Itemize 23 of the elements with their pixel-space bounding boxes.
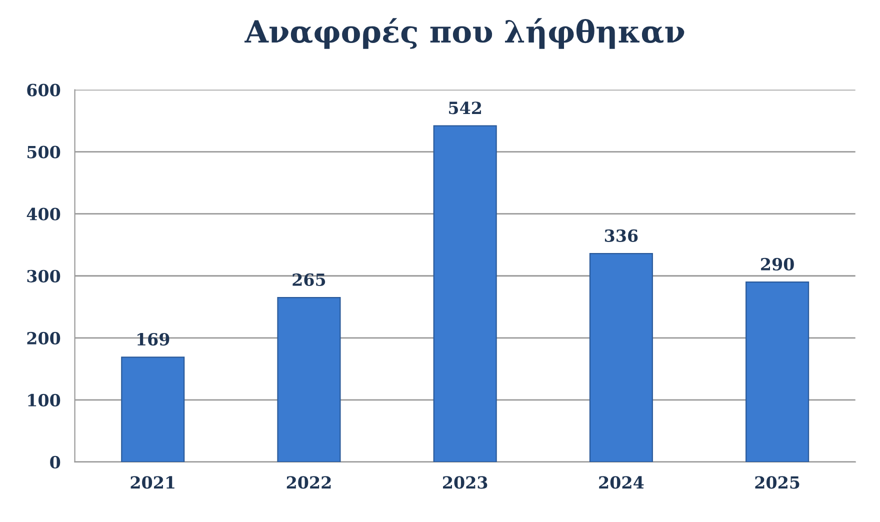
bar [589, 252, 653, 462]
y-tick-label: 600 [27, 84, 60, 96]
x-tick-label: 2021 [130, 476, 174, 489]
y-tick-label: 300 [27, 270, 60, 282]
y-tick-label: 0 [50, 456, 60, 469]
data-label: 265 [292, 273, 326, 286]
y-tick-label: 200 [27, 332, 60, 344]
x-tick-label: 2023 [443, 476, 488, 489]
bar [746, 282, 810, 462]
x-tick-label: 2022 [286, 476, 331, 489]
y-tick-label: 500 [27, 146, 60, 158]
chart-title: Αναφορές που λήφθηκαν [244, 18, 684, 49]
data-label: 290 [761, 258, 794, 271]
bar [121, 356, 185, 462]
x-tick-label: 2024 [599, 476, 644, 489]
data-label: 336 [604, 229, 638, 242]
y-tick-label: 100 [28, 394, 60, 407]
y-tick-label: 400 [26, 208, 60, 220]
data-label: 542 [449, 102, 481, 114]
bar [277, 297, 341, 462]
data-label: 169 [137, 332, 170, 346]
x-tick-label: 2025 [755, 476, 800, 489]
bar [433, 125, 497, 462]
